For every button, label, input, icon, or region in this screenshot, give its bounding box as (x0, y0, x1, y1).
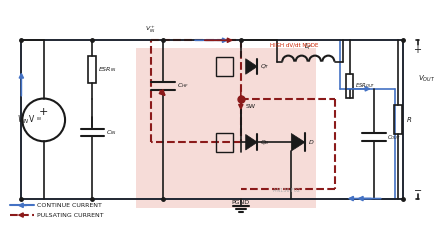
Text: V: V (29, 115, 34, 124)
Bar (215, 133, 233, 152)
Bar (88, 56, 96, 83)
Text: $_{IN}$: $_{IN}$ (36, 116, 42, 123)
Bar (345, 74, 353, 98)
Text: $-$: $-$ (412, 184, 421, 194)
Text: $ESR_{OUT}$: $ESR_{OUT}$ (355, 82, 375, 90)
Text: $D$: $D$ (307, 138, 314, 146)
Text: $C_{HF}$: $C_{HF}$ (176, 82, 188, 90)
Text: $+$: $+$ (412, 45, 421, 55)
Text: AN136 F02: AN136 F02 (272, 188, 299, 193)
Polygon shape (245, 59, 257, 74)
Text: $ESR_{IN}$: $ESR_{IN}$ (98, 65, 116, 74)
Bar (136, 48, 315, 208)
Text: $R$: $R$ (405, 115, 411, 124)
Text: $L_F$: $L_F$ (303, 42, 312, 52)
Text: PGND: PGND (231, 200, 249, 206)
Text: $V_{IN}^+$: $V_{IN}^+$ (145, 25, 155, 35)
Text: $C_{OUT}$: $C_{OUT}$ (387, 133, 401, 142)
Bar (215, 57, 233, 76)
Text: $V_{IN}$: $V_{IN}$ (17, 114, 30, 126)
Text: +: + (39, 107, 48, 117)
Text: HIGH dV/dt NODE: HIGH dV/dt NODE (270, 43, 318, 48)
Text: $C_{IN}$: $C_{IN}$ (105, 128, 116, 137)
Text: SW: SW (245, 104, 255, 109)
Text: $V_{OUT}$: $V_{OUT}$ (417, 74, 434, 84)
Polygon shape (291, 134, 304, 151)
Text: PULSATING CURRENT: PULSATING CURRENT (37, 212, 103, 218)
Bar (393, 105, 401, 134)
Text: $Q_T$: $Q_T$ (260, 62, 270, 71)
Text: CONTINUE CURRENT: CONTINUE CURRENT (37, 203, 102, 208)
Polygon shape (245, 134, 257, 150)
Text: $Q_B$: $Q_B$ (260, 138, 269, 147)
